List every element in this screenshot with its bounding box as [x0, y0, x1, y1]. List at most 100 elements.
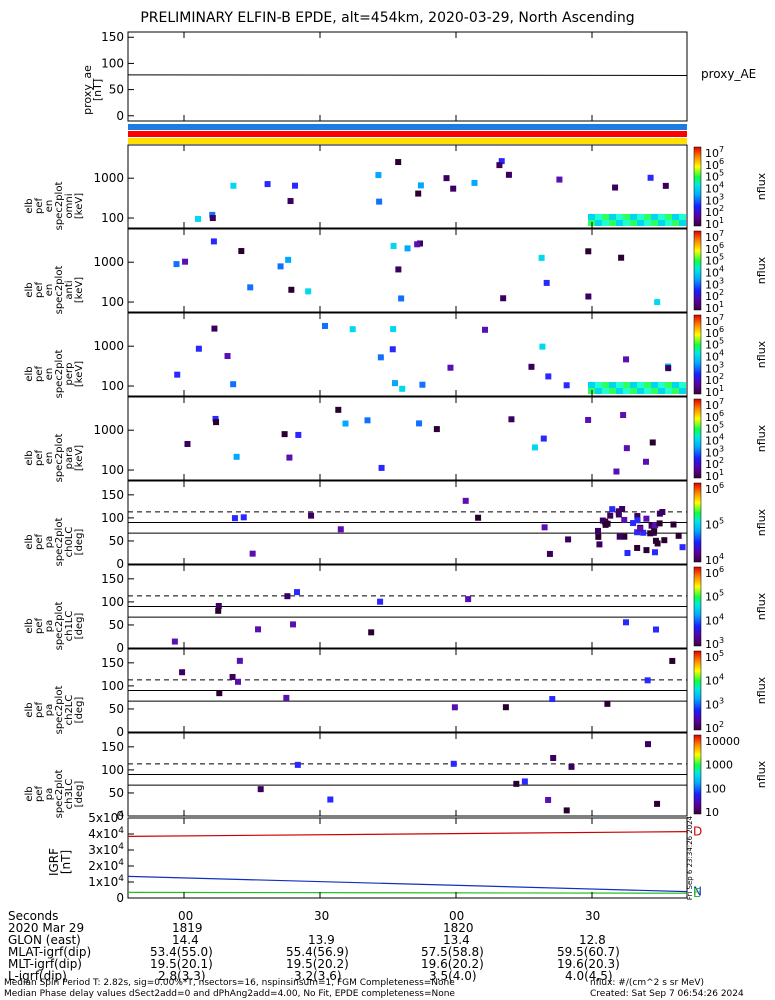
- ylabel-line: [keV]: [74, 192, 85, 220]
- ylabel-line: [keV]: [74, 276, 85, 304]
- y-tick-label: 150: [101, 30, 124, 44]
- spectrogram-pixel: [229, 673, 236, 680]
- spectrogram-pixel: [679, 214, 686, 220]
- spectrogram-pixel: [616, 214, 623, 220]
- proxy-ae-panel-frame: [127, 31, 688, 122]
- spectrogram-pixel: [616, 388, 623, 394]
- colorbar-tick-label: 102: [705, 372, 724, 387]
- footer-value: 19.5(20.2): [286, 957, 349, 971]
- colorbar-label: nflux: [755, 172, 768, 200]
- spectrogram-pixel: [616, 220, 623, 226]
- spectrogram-pixel: [550, 754, 557, 761]
- perp-ylabel: elb pef en spec2plot perp [keV]: [24, 334, 85, 414]
- colorbar-label: nflux: [755, 508, 768, 536]
- spectrogram-pixel: [395, 159, 402, 166]
- ylabel-line: [deg]: [74, 780, 85, 808]
- spectrogram-pixel: [652, 626, 659, 633]
- spectrogram-pixel: [665, 214, 672, 220]
- y-tick-label: 100: [101, 595, 124, 609]
- spectrogram-pixel: [658, 214, 665, 220]
- y-tick-label: 50: [109, 702, 124, 716]
- colorbar-label: nflux: [755, 676, 768, 704]
- footer-value: 3.2(3.6): [294, 969, 342, 983]
- spectrogram-pixel: [471, 179, 478, 186]
- y-tick-label: 100: [101, 763, 124, 777]
- footer-row-label: Seconds: [8, 909, 59, 923]
- y-tick-label: 150: [101, 572, 124, 586]
- footer-row-label: L-igrf(dip): [8, 969, 67, 983]
- footer-value: 30: [585, 909, 601, 923]
- footer-value: 12.8: [579, 933, 606, 947]
- spectrogram-pixel: [281, 431, 288, 438]
- spectrogram-pixel: [284, 593, 291, 600]
- spectrogram-pixel: [378, 464, 385, 471]
- spectrogram-pixel: [502, 704, 509, 711]
- footer-value: 3.5(4.0): [429, 969, 477, 983]
- spectrogram-pixel: [585, 293, 592, 300]
- colorbar: [693, 734, 702, 815]
- y-tick-label: 4x104: [88, 826, 124, 841]
- spectrogram-pixel: [612, 184, 619, 191]
- spectrogram-pixel: [648, 522, 655, 529]
- perp-spectrogram-frame: [127, 312, 688, 397]
- colorbar-tick-label: 102: [705, 288, 724, 303]
- spectrogram-pixel: [416, 420, 423, 427]
- footer-value: 55.4(56.9): [286, 945, 349, 959]
- spectrogram-pixel: [508, 416, 515, 423]
- spectrogram-pixel: [604, 700, 611, 707]
- colorbar-label: nflux: [755, 592, 768, 620]
- spectrogram-pixel: [247, 284, 254, 291]
- spectrogram-pixel: [433, 426, 440, 433]
- spectrogram-pixel: [642, 458, 649, 465]
- colorbar-tick-label: 103: [705, 696, 724, 711]
- colorbar-tick-label: 104: [705, 181, 724, 196]
- spectrogram-pixel: [669, 657, 676, 664]
- colorbar-tick-label: 10000: [705, 735, 740, 748]
- spectrogram-pixel: [392, 380, 399, 387]
- colorbar-tick-label: 100: [705, 782, 726, 795]
- colorbar-tick-label: 107: [705, 229, 724, 244]
- spectrogram-pixel: [615, 511, 622, 518]
- colorbar-tick-label: 102: [705, 720, 724, 735]
- spectrogram-pixel: [651, 214, 658, 220]
- y-tick-label: 150: [101, 740, 124, 754]
- spectrogram-pixel: [549, 696, 556, 703]
- footer-value: 57.5(58.8): [421, 945, 484, 959]
- spectrogram-pixel: [595, 388, 602, 394]
- ylabel-line: [deg]: [74, 612, 85, 640]
- colorbar-tick-label: 104: [705, 673, 724, 688]
- footer-row-label: MLAT-igrf(dip): [8, 945, 92, 959]
- spectrogram-pixel: [182, 258, 189, 265]
- spectrogram-pixel: [415, 190, 422, 197]
- y-tick-label: 50: [109, 618, 124, 632]
- spectrogram-pixel: [634, 529, 641, 536]
- spectrogram-pixel: [651, 549, 658, 556]
- footer-value: 4.0(4.5): [565, 969, 613, 983]
- y-tick-label: 50: [109, 534, 124, 548]
- proxy-ae-ylabel: proxy_ae [nT]: [81, 55, 107, 125]
- spectrogram-pixel: [171, 638, 178, 645]
- spectrogram-pixel: [665, 382, 672, 388]
- colorbar-tick-label: 101: [705, 468, 724, 483]
- spectrogram-pixel: [621, 533, 628, 540]
- spectrogram-pixel: [543, 279, 550, 286]
- anti-ylabel: elb pef en spec2plot anti [keV]: [24, 250, 85, 330]
- spectrogram-pixel: [443, 175, 450, 182]
- ch2lc-ylabel: elb pef pa spec2plot ch2LC [deg]: [24, 670, 85, 750]
- spectrogram-pixel: [630, 220, 637, 226]
- spectrogram-pixel: [475, 514, 482, 521]
- colorbar-tick-label: 106: [705, 565, 724, 580]
- spectrogram-pixel: [607, 512, 614, 519]
- spectrogram-pixel: [585, 416, 592, 423]
- colorbar-tick-label: 106: [705, 325, 724, 340]
- footer-value: 14.4: [172, 933, 199, 947]
- y-tick-label: 1000: [93, 339, 124, 353]
- spectrogram-pixel: [595, 382, 602, 388]
- colorbar: [693, 230, 702, 311]
- spectrogram-pixel: [652, 522, 659, 529]
- spectrogram-pixel: [640, 529, 647, 536]
- spectrogram-pixel: [505, 171, 512, 178]
- colorbar-tick-label: 106: [705, 157, 724, 172]
- y-tick-label: 1000: [93, 255, 124, 269]
- spectrogram-pixel: [649, 439, 656, 446]
